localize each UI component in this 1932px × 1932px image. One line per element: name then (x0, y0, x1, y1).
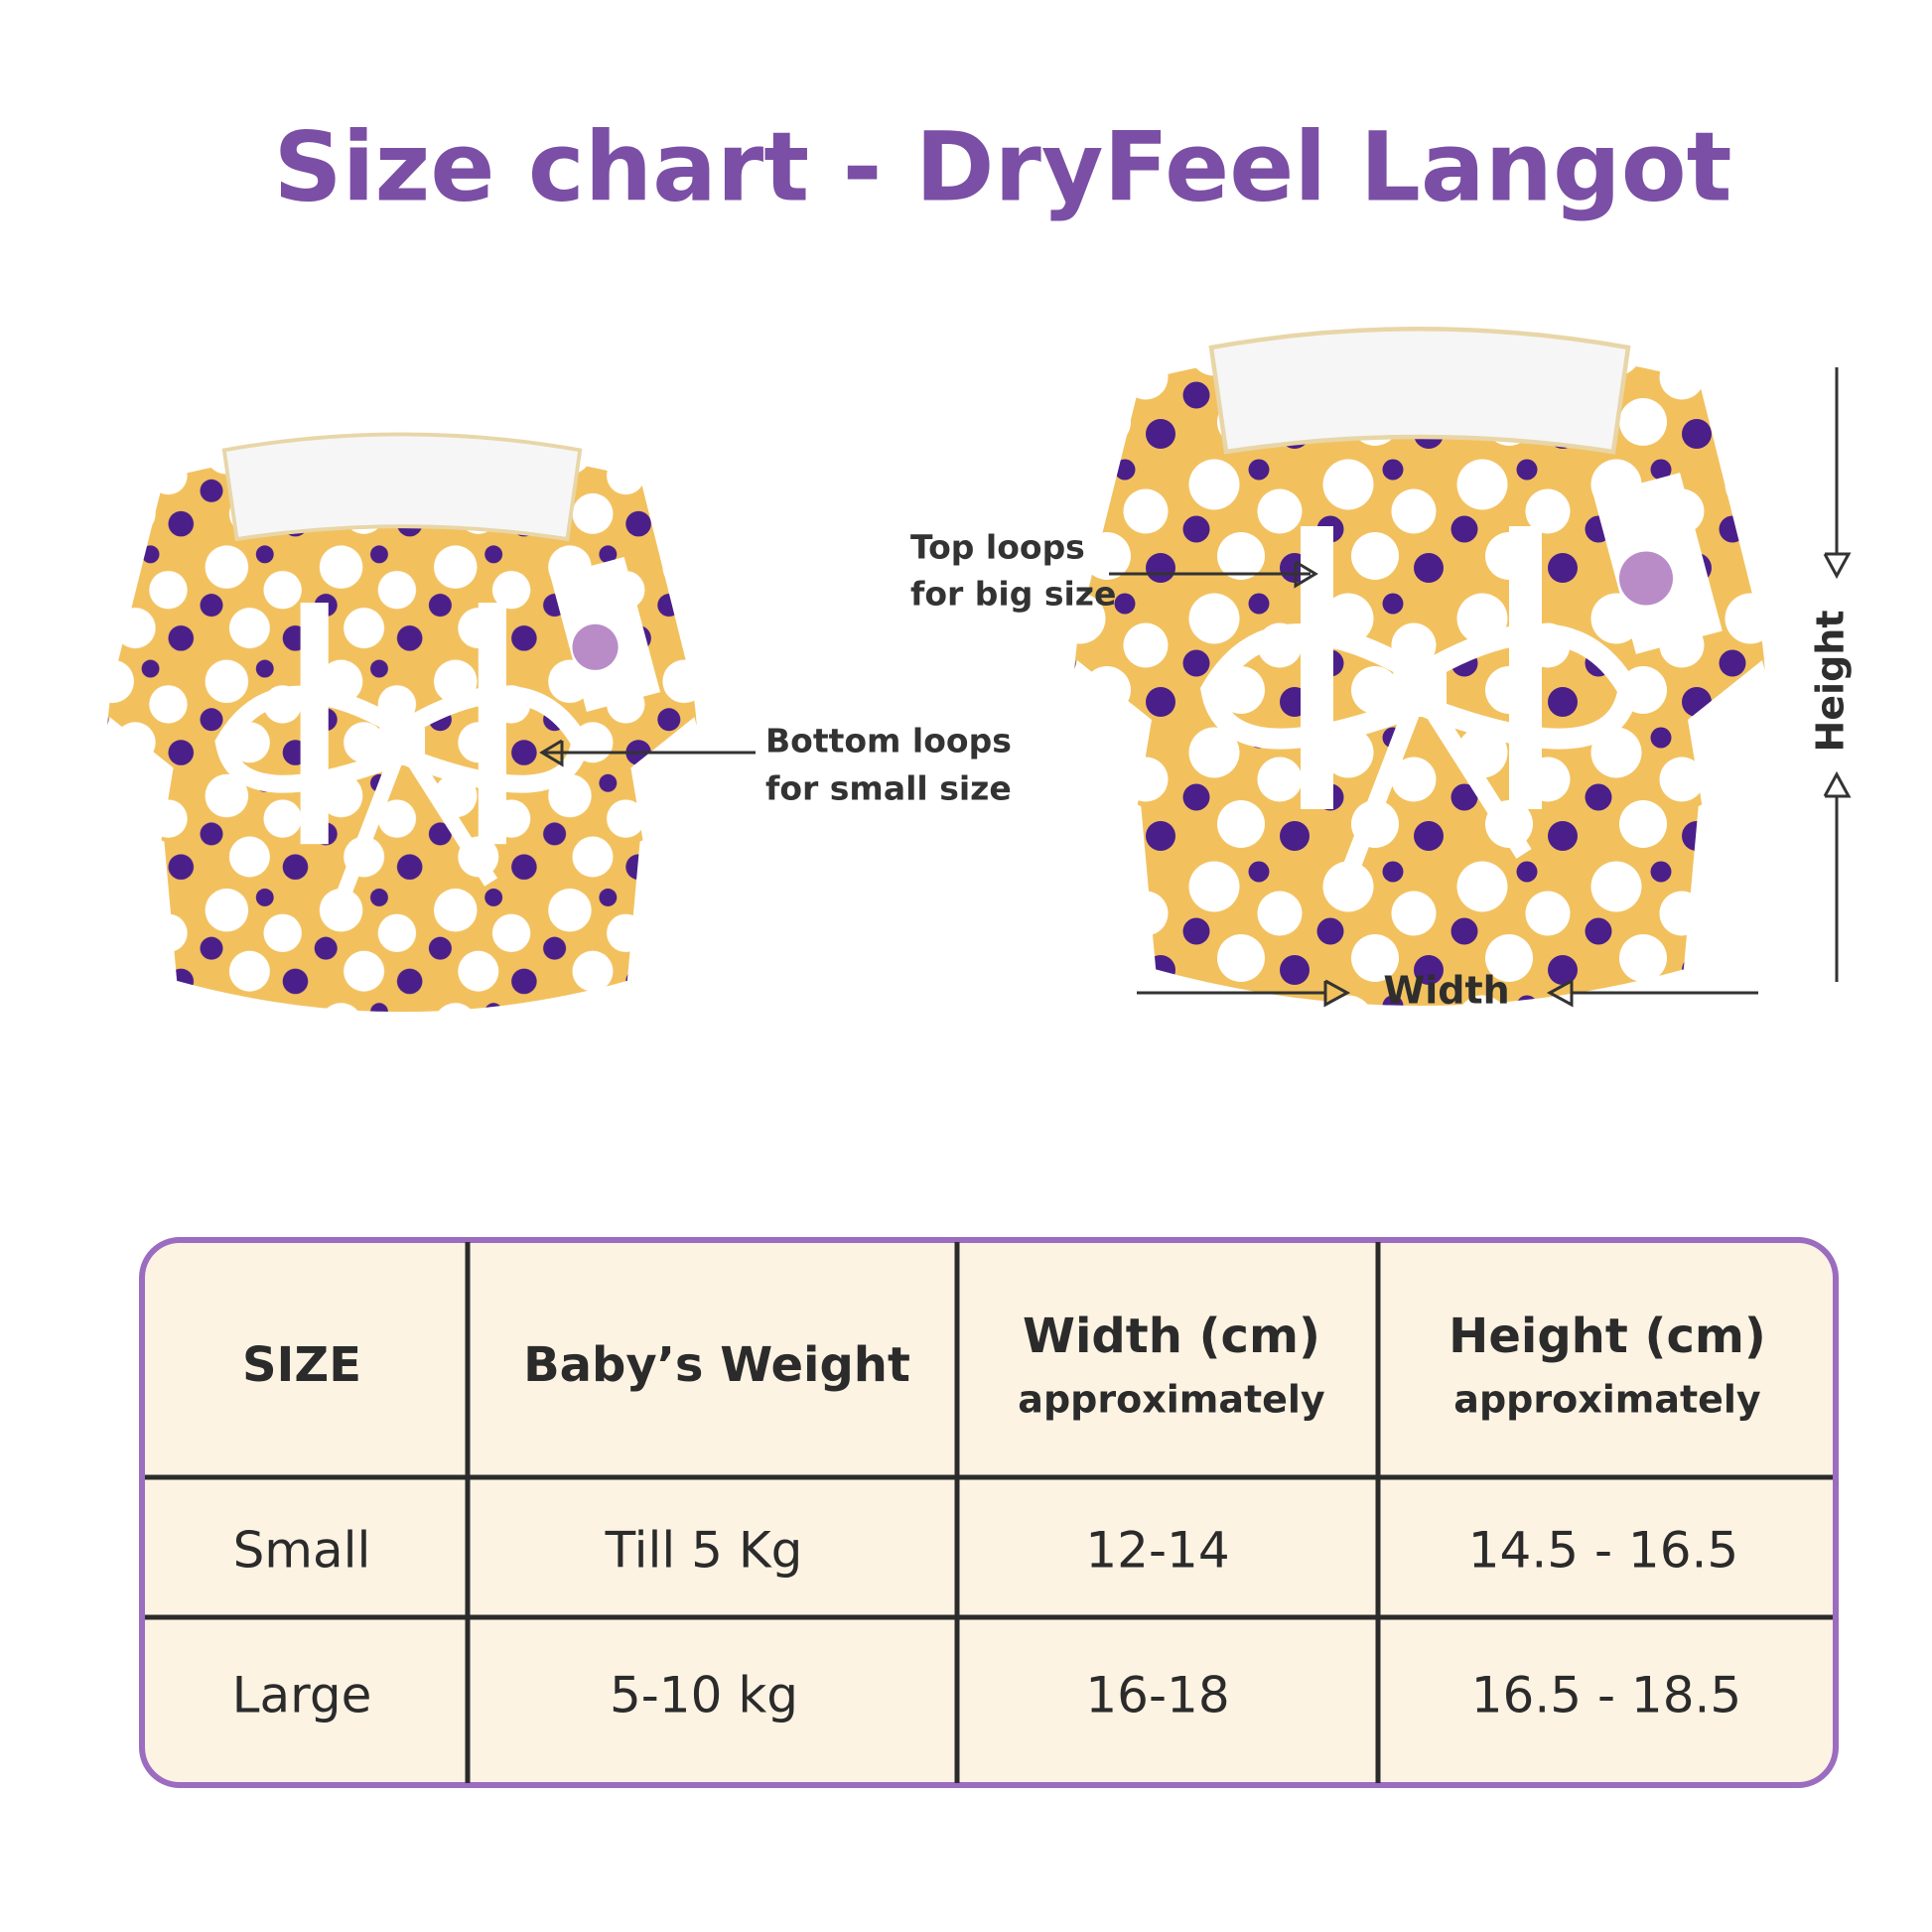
cell: Large (232, 1667, 372, 1725)
top-loops-note: Top loops (910, 528, 1085, 567)
cell: 14.5 - 16.5 (1468, 1522, 1739, 1580)
arrow-head (539, 739, 564, 767)
column-header: Baby’s Weight (523, 1337, 910, 1393)
bottom-loops-note: Bottom loops (765, 722, 1012, 760)
bottom-loops-note: for small size (765, 769, 1012, 808)
cell: 5-10 kg (610, 1667, 798, 1725)
height-label: Height (1809, 610, 1853, 752)
column-subheader: approximately (1453, 1378, 1761, 1422)
arrow-head (1323, 979, 1351, 1008)
top-loops-note: for big size (910, 575, 1116, 614)
column-header: Height (cm) (1449, 1309, 1766, 1364)
cell: 16.5 - 18.5 (1471, 1667, 1742, 1725)
cell: 16-18 (1085, 1667, 1229, 1725)
size-table: SIZE Baby’s Weight Width (cm) approximat… (139, 1237, 1839, 1788)
large-diaper-image (1070, 329, 1770, 1010)
small-diaper-image (103, 434, 701, 1016)
table-frame (139, 1237, 1839, 1788)
cell: Small (233, 1522, 371, 1580)
arrow-head (1823, 552, 1852, 580)
arrow-head (1546, 979, 1574, 1008)
arrow-head (1823, 770, 1852, 798)
column-subheader: approximately (1018, 1378, 1325, 1422)
cell: Till 5 Kg (605, 1522, 803, 1580)
cell: 12-14 (1085, 1522, 1229, 1580)
title: Size chart - DryFeel Langot (273, 111, 1731, 222)
arrow-head (1294, 560, 1318, 589)
column-header: Width (cm) (1023, 1309, 1320, 1364)
width-label: Width (1383, 969, 1509, 1013)
column-header: SIZE (242, 1337, 361, 1393)
